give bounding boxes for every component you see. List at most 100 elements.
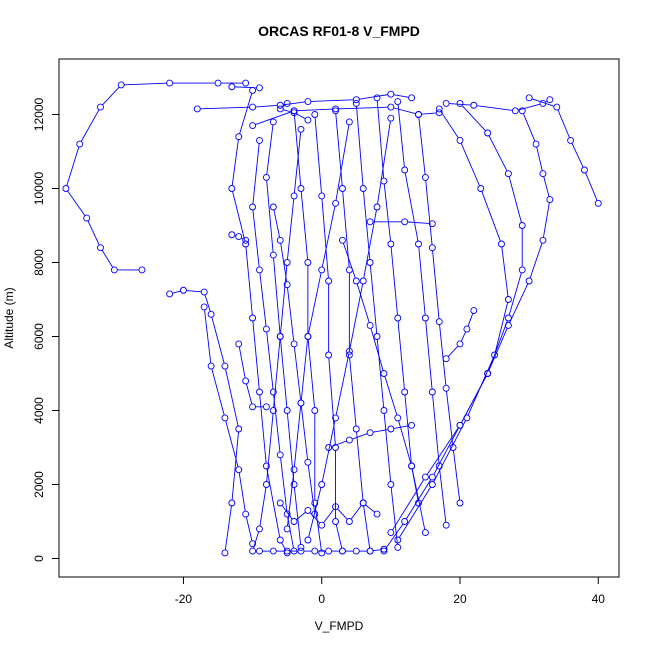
series-30 — [235, 340, 270, 411]
series-segment — [296, 511, 306, 520]
series-segment — [297, 108, 333, 112]
series-segment — [335, 354, 350, 416]
series-segment — [231, 139, 239, 186]
data-point — [456, 340, 464, 348]
series-segment — [335, 524, 343, 549]
data-point — [304, 116, 312, 124]
data-point — [401, 166, 409, 174]
data-point — [304, 536, 312, 544]
data-point — [332, 107, 339, 115]
series-segment — [102, 86, 120, 106]
data-point — [345, 518, 353, 525]
data-point — [200, 303, 208, 311]
series-segment — [87, 220, 100, 246]
data-point — [297, 185, 305, 192]
series-segment — [331, 440, 347, 447]
series-segment — [335, 113, 343, 186]
data-point — [235, 233, 243, 241]
data-point — [456, 136, 464, 144]
data-point — [428, 220, 436, 228]
data-point — [352, 99, 360, 107]
data-point — [276, 451, 284, 459]
series-4 — [193, 90, 416, 113]
data-point — [262, 403, 270, 411]
data-point — [380, 545, 388, 553]
series-segment — [300, 339, 309, 401]
data-point — [304, 333, 312, 340]
data-point — [345, 118, 353, 126]
data-point — [62, 185, 70, 192]
series-segment — [252, 209, 260, 267]
data-point — [373, 510, 381, 518]
series-segment — [383, 184, 391, 242]
series-segment — [467, 313, 474, 327]
plot-frame — [58, 58, 620, 578]
series-segment — [426, 427, 459, 475]
series-segment — [308, 272, 322, 334]
data-point — [207, 310, 215, 318]
series-segment — [287, 198, 295, 260]
series-segment — [407, 221, 430, 224]
series-3 — [228, 83, 263, 92]
data-point — [249, 122, 257, 130]
data-point — [221, 414, 229, 422]
series-segment — [404, 172, 419, 242]
data-point — [179, 286, 187, 294]
data-point — [332, 199, 339, 207]
series-segment — [293, 406, 302, 467]
series-segment — [266, 468, 281, 538]
data-point — [262, 462, 270, 470]
data-point — [352, 547, 360, 555]
series-segment — [245, 246, 253, 316]
series-segment — [349, 283, 364, 349]
series-segment — [252, 320, 260, 390]
series-segment — [452, 450, 461, 501]
data-point — [401, 388, 409, 396]
series-segment — [293, 113, 302, 186]
series-segment — [266, 332, 274, 390]
data-point — [235, 466, 243, 474]
series-26 — [304, 114, 395, 544]
series-segment — [186, 290, 202, 293]
data-point — [117, 81, 125, 89]
data-point — [304, 506, 312, 514]
y-tick-label: 6000 — [32, 323, 46, 350]
series-segment — [363, 505, 371, 549]
series-segment — [356, 431, 364, 501]
data-point — [283, 510, 291, 518]
series-segment — [518, 103, 541, 111]
y-axis-label: Altitude (m) — [2, 287, 16, 348]
y-tick-label: 10000 — [32, 171, 46, 205]
series-segment — [342, 242, 356, 279]
data-point — [359, 277, 367, 285]
series-11 — [228, 86, 291, 557]
series-segment — [246, 383, 253, 405]
series-segment — [405, 479, 432, 520]
series-segment — [259, 272, 267, 327]
data-point — [394, 414, 402, 422]
data-point — [311, 111, 319, 118]
data-point — [297, 547, 305, 555]
series-segment — [446, 391, 454, 445]
series-segment — [281, 505, 293, 520]
data-point — [110, 266, 118, 274]
series-segment — [440, 111, 459, 139]
data-point — [387, 114, 395, 122]
data-point — [415, 240, 422, 248]
series-segment — [425, 320, 433, 390]
series-segment — [531, 98, 555, 107]
series-segment — [124, 82, 167, 86]
data-point — [304, 98, 312, 106]
data-point — [228, 499, 236, 507]
data-point — [366, 259, 374, 266]
series-segment — [204, 309, 212, 364]
data-point — [387, 90, 395, 98]
data-point — [276, 536, 284, 544]
data-point — [546, 96, 554, 104]
data-point — [380, 407, 388, 414]
series-segment — [397, 320, 405, 390]
y-tick-label: 2000 — [32, 471, 46, 498]
series-segment — [266, 413, 274, 482]
data-point — [290, 192, 298, 200]
x-tick-label: 20 — [453, 592, 467, 606]
